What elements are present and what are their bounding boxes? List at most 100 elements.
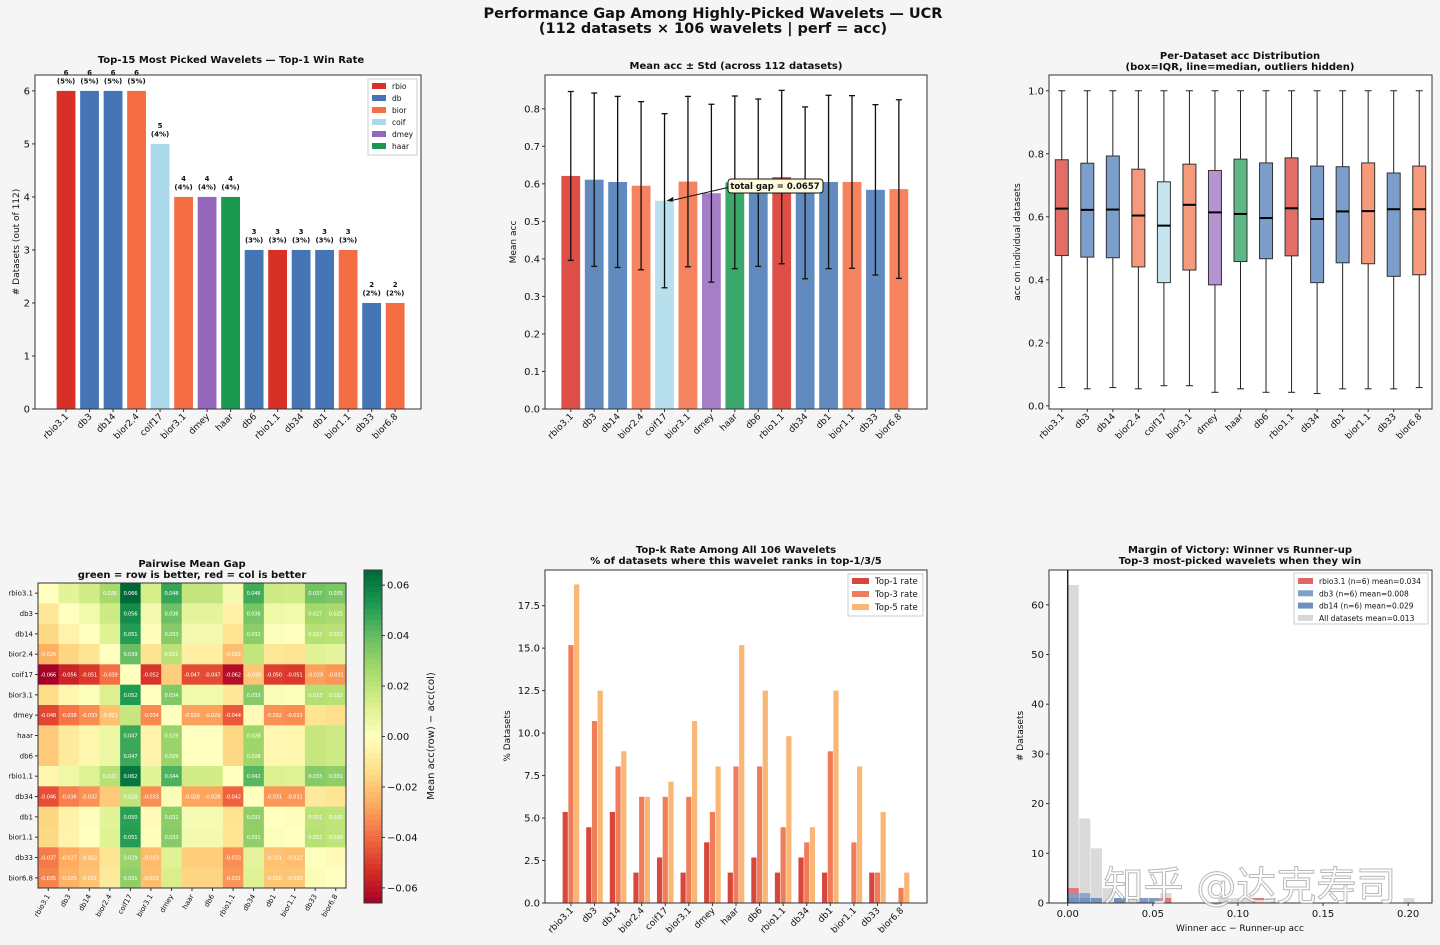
colorbar-segment <box>364 653 382 660</box>
heatmap-cell-label: -0.052 <box>143 673 159 679</box>
heatmap-cell <box>140 664 162 685</box>
c5-ytick-label: 0.0 <box>524 899 540 910</box>
c5-bar-top-1-db6 <box>751 857 757 903</box>
heatmap-cell-label: -0.066 <box>41 673 57 679</box>
heatmap-cell-label: 0.048 <box>165 591 179 597</box>
heatmap-cell <box>243 766 265 787</box>
c2-ytick-label: 0.6 <box>524 179 540 190</box>
heatmap-cell <box>38 664 59 685</box>
heatmap-row-label: bior1.1 <box>8 834 33 842</box>
c1-ytick-label: 4 <box>24 192 30 203</box>
heatmap-cell <box>181 867 203 889</box>
c3-box-db1 <box>1335 166 1350 264</box>
heatmap-cell <box>202 603 224 624</box>
colorbar-tick-label: −0.02 <box>387 782 418 793</box>
heatmap-cell <box>325 623 347 645</box>
colorbar-tick-label: 0.02 <box>387 682 409 693</box>
heatmap-cell <box>222 664 244 685</box>
heatmap-cell <box>284 725 306 746</box>
colorbar-segment <box>364 836 382 843</box>
chart3-title: Per-Dataset acc Distribution <box>1160 51 1320 62</box>
heatmap-cell <box>263 705 285 726</box>
colorbar-segment <box>364 753 382 760</box>
colorbar-segment <box>364 597 382 604</box>
heatmap-cell <box>284 623 306 645</box>
c1-pct-label: (4%) <box>221 183 239 191</box>
colorbar-segment <box>364 619 382 626</box>
heatmap-cell-label: -0.020 <box>266 876 282 882</box>
heatmap-cell <box>222 786 244 807</box>
heatmap-cell <box>263 847 285 868</box>
heatmap-row-label: bior2.4 <box>8 651 33 659</box>
heatmap-cell <box>243 725 265 746</box>
heatmap-cell <box>304 867 326 889</box>
c6-hist-bar <box>1067 584 1079 903</box>
heatmap-cell <box>140 745 162 767</box>
c6-legend-label: db14 (n=6) mean=0.029 <box>1319 602 1414 611</box>
colorbar-segment <box>364 858 382 865</box>
chart2-ylabel: Mean acc <box>509 221 519 264</box>
c3-box-rbio1.1 <box>1284 157 1299 257</box>
heatmap-cell-label: 0.066 <box>123 591 137 597</box>
c5-legend-label: Top-3 rate <box>874 590 918 600</box>
c6-ytick-label: 10 <box>1031 849 1044 860</box>
heatmap-cell <box>140 867 162 889</box>
c5-bar-top-1-rbio3.1 <box>562 811 568 903</box>
heatmap-cell <box>58 705 80 726</box>
heatmap-cell <box>202 664 224 685</box>
heatmap-cell <box>120 603 141 624</box>
colorbar-segment <box>364 703 382 710</box>
c1-pct-label: (3%) <box>339 236 357 244</box>
heatmap-cell <box>161 786 183 807</box>
heatmap-cell-label: -0.031 <box>225 876 241 882</box>
heatmap-cell <box>38 684 59 706</box>
colorbar-segment <box>364 725 382 732</box>
heatmap-cell <box>325 847 347 868</box>
c1-value-label: 3 <box>346 228 351 236</box>
c1-bar-bior1.1 <box>338 249 358 409</box>
c5-bar-top-5-bior6.8 <box>904 872 910 903</box>
heatmap-cell <box>38 847 59 868</box>
heatmap-row-label: rbio3.1 <box>8 590 33 598</box>
heatmap-cell <box>243 745 265 767</box>
c5-bar-top-3-dmey <box>709 811 716 903</box>
heatmap-row-label: db6 <box>20 752 34 760</box>
heatmap-cell-label: -0.056 <box>61 673 77 679</box>
heatmap-cell-label: -0.036 <box>61 795 77 801</box>
c1-legend-swatch-coif <box>372 119 386 125</box>
heatmap-cell-label: 0.051 <box>123 835 137 841</box>
heatmap-cell <box>263 766 285 787</box>
heatmap-cell <box>99 644 121 665</box>
heatmap-cell <box>120 583 141 604</box>
heatmap-cell <box>222 847 244 868</box>
heatmap-cell-label: 0.020 <box>123 795 137 801</box>
heatmap-cell-label: -0.033 <box>225 856 241 862</box>
c1-value-label: 4 <box>228 175 233 183</box>
heatmap-cell <box>161 644 183 665</box>
heatmap-cell <box>181 705 203 726</box>
heatmap-cell-label: 0.028 <box>247 734 261 740</box>
c1-bar-db3 <box>80 90 99 410</box>
heatmap-cell-label: 0.033 <box>247 693 261 699</box>
c1-value-label: 3 <box>275 228 280 236</box>
c1-bar-db6 <box>244 249 264 409</box>
c2-annotation-text: total gap = 0.0657 <box>730 182 819 192</box>
heatmap-cell <box>58 644 80 665</box>
c5-bar-top-1-db14 <box>609 811 615 903</box>
heatmap-cell <box>325 644 347 665</box>
c1-bar-bior6.8 <box>385 302 405 409</box>
c6-hist-bar <box>1079 818 1091 903</box>
c6-xtick-label: 0.00 <box>1057 909 1079 920</box>
colorbar-tick-label: −0.04 <box>387 833 418 844</box>
colorbar-segment <box>364 869 382 876</box>
heatmap-cell <box>222 827 244 848</box>
c3-box-dmey <box>1207 169 1222 286</box>
heatmap-cell <box>161 827 183 848</box>
colorbar-segment <box>364 853 382 860</box>
heatmap-cell <box>120 684 141 706</box>
c6-hist-bar <box>1148 898 1160 903</box>
chart5-subtitle: % of datasets where this wavelet ranks i… <box>590 556 882 567</box>
heatmap-cell <box>202 644 224 665</box>
heatmap-row-label: coif17 <box>12 671 33 679</box>
heatmap-cell-label: -0.029 <box>307 673 323 679</box>
